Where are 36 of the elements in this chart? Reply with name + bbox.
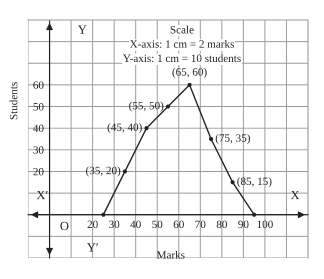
annotation: X [290,190,300,200]
annotation: X-axis: 1 cm = 2 marks [130,40,234,48]
annotation: Scale [170,26,194,34]
annotation: X′ [36,190,48,200]
annotation: Y-axis: 1 cm = 10 students [122,54,241,62]
data-label: (85, 15) [237,177,272,188]
x-tick-label: 30 [109,220,120,228]
x-tick-label: 80 [216,220,227,228]
y-axis-title: Students [10,82,18,120]
x-tick-label: 90 [238,220,249,228]
x-tick-label: 100 [258,220,273,228]
annotation: O [60,222,68,230]
y-tick-label: 20 [33,168,44,176]
point [230,180,235,184]
data-label: (55, 50) [129,102,164,112]
point [166,104,170,109]
point [187,82,192,87]
point [208,136,214,142]
x-tick-label: 20 [88,220,98,228]
annotation: Y′ [86,243,98,252]
data-label: (65, 60) [172,68,207,78]
annotation: Y [78,26,86,34]
data-label: (45, 40) [108,123,142,134]
x-tick-label: 50 [152,220,162,228]
y-tick-label: 30 [33,146,44,154]
x-tick-label: 70 [195,220,206,228]
point [144,126,149,130]
data-label: (35, 20) [86,166,120,176]
y-tick-label: 40 [33,124,44,132]
x-axis-title: Marks [156,250,185,259]
data-label: (75, 35) [216,134,250,144]
x-tick-label: 40 [130,220,141,228]
y-tick-label: 60 [33,81,44,89]
y-tick-label: 50 [34,103,44,111]
x-tick-label: 60 [174,220,184,228]
point [122,169,128,174]
